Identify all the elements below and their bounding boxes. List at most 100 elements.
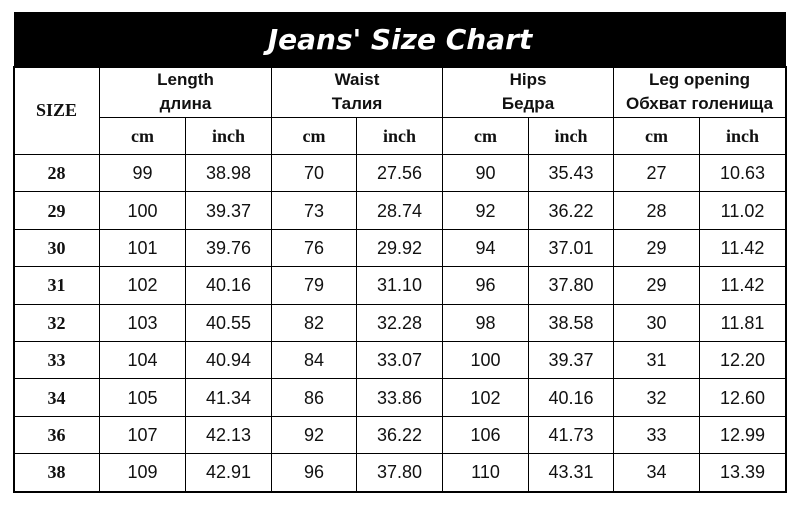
value-cell: 101 <box>100 229 186 268</box>
value-cell: 12.20 <box>700 342 786 380</box>
value-cell: 38.98 <box>186 155 272 193</box>
value-cell: 39.37 <box>186 192 272 230</box>
value-cell: 110 <box>443 454 529 492</box>
value-cell: 41.34 <box>186 379 272 417</box>
value-cell: 13.39 <box>700 454 786 492</box>
value-cell: 27.56 <box>357 155 443 193</box>
unit-header: cm <box>614 118 700 155</box>
value-cell: 86 <box>272 379 357 417</box>
value-cell: 84 <box>272 342 357 380</box>
value-cell: 11.02 <box>700 192 786 230</box>
group-label-en: Length <box>157 69 214 89</box>
value-cell: 12.99 <box>700 416 786 455</box>
unit-header: inch <box>529 118 614 155</box>
value-cell: 94 <box>443 229 529 268</box>
value-cell: 29 <box>614 229 700 268</box>
value-cell: 92 <box>443 192 529 230</box>
value-cell: 30 <box>614 304 700 342</box>
value-cell: 82 <box>272 304 357 342</box>
value-cell: 102 <box>100 267 186 305</box>
size-cell: 28 <box>14 155 100 193</box>
value-cell: 99 <box>100 155 186 193</box>
group-header: Length длина <box>100 66 272 118</box>
size-cell: 32 <box>14 304 100 342</box>
value-cell: 40.16 <box>529 379 614 417</box>
value-cell: 27 <box>614 155 700 193</box>
size-cell: 38 <box>14 454 100 492</box>
value-cell: 29.92 <box>357 229 443 268</box>
value-cell: 98 <box>443 304 529 342</box>
value-cell: 33.07 <box>357 342 443 380</box>
value-cell: 70 <box>272 155 357 193</box>
value-cell: 31 <box>614 342 700 380</box>
size-cell: 31 <box>14 267 100 305</box>
value-cell: 35.43 <box>529 155 614 193</box>
value-cell: 32 <box>614 379 700 417</box>
value-cell: 28.74 <box>357 192 443 230</box>
value-cell: 37.80 <box>357 454 443 492</box>
unit-header: inch <box>357 118 443 155</box>
value-cell: 33.86 <box>357 379 443 417</box>
group-label-en: Hips <box>509 69 547 89</box>
value-cell: 40.94 <box>186 342 272 380</box>
value-cell: 29 <box>614 267 700 305</box>
unit-header: inch <box>186 118 272 155</box>
value-cell: 90 <box>443 155 529 193</box>
value-cell: 96 <box>443 267 529 305</box>
value-cell: 39.37 <box>529 342 614 380</box>
group-header: Hips Бедра <box>443 66 614 118</box>
value-cell: 79 <box>272 267 357 305</box>
unit-header: cm <box>272 118 357 155</box>
group-header: Leg opening Обхват голенища <box>614 66 786 118</box>
value-cell: 36.22 <box>357 416 443 455</box>
value-cell: 12.60 <box>700 379 786 417</box>
group-label-ru: Талия <box>331 93 383 113</box>
value-cell: 107 <box>100 416 186 455</box>
group-label-ru: длина <box>159 93 212 113</box>
value-cell: 96 <box>272 454 357 492</box>
group-label-ru: Бедра <box>501 93 555 113</box>
value-cell: 42.13 <box>186 416 272 455</box>
value-cell: 41.73 <box>529 416 614 455</box>
value-cell: 102 <box>443 379 529 417</box>
value-cell: 76 <box>272 229 357 268</box>
value-cell: 11.81 <box>700 304 786 342</box>
value-cell: 109 <box>100 454 186 492</box>
value-cell: 11.42 <box>700 229 786 268</box>
size-cell: 33 <box>14 342 100 380</box>
value-cell: 37.80 <box>529 267 614 305</box>
value-cell: 37.01 <box>529 229 614 268</box>
group-label-en: Waist <box>334 69 380 89</box>
value-cell: 40.55 <box>186 304 272 342</box>
value-cell: 106 <box>443 416 529 455</box>
value-cell: 32.28 <box>357 304 443 342</box>
value-cell: 100 <box>443 342 529 380</box>
size-header: SIZE <box>14 66 100 155</box>
value-cell: 100 <box>100 192 186 230</box>
group-label-ru: Обхват голенища <box>625 93 774 113</box>
value-cell: 28 <box>614 192 700 230</box>
value-cell: 73 <box>272 192 357 230</box>
value-cell: 39.76 <box>186 229 272 268</box>
group-label-en: Leg opening <box>648 69 751 89</box>
value-cell: 10.63 <box>700 155 786 193</box>
value-cell: 11.42 <box>700 267 786 305</box>
value-cell: 103 <box>100 304 186 342</box>
unit-header: cm <box>443 118 529 155</box>
value-cell: 104 <box>100 342 186 380</box>
unit-header: cm <box>100 118 186 155</box>
group-header: Waist Талия <box>272 66 443 118</box>
value-cell: 43.31 <box>529 454 614 492</box>
size-cell: 29 <box>14 192 100 230</box>
unit-header: inch <box>700 118 786 155</box>
value-cell: 36.22 <box>529 192 614 230</box>
value-cell: 34 <box>614 454 700 492</box>
size-cell: 34 <box>14 379 100 417</box>
value-cell: 42.91 <box>186 454 272 492</box>
value-cell: 38.58 <box>529 304 614 342</box>
value-cell: 105 <box>100 379 186 417</box>
value-cell: 31.10 <box>357 267 443 305</box>
value-cell: 33 <box>614 416 700 455</box>
size-cell: 36 <box>14 416 100 455</box>
title: Jeans' Size Chart <box>14 12 786 66</box>
